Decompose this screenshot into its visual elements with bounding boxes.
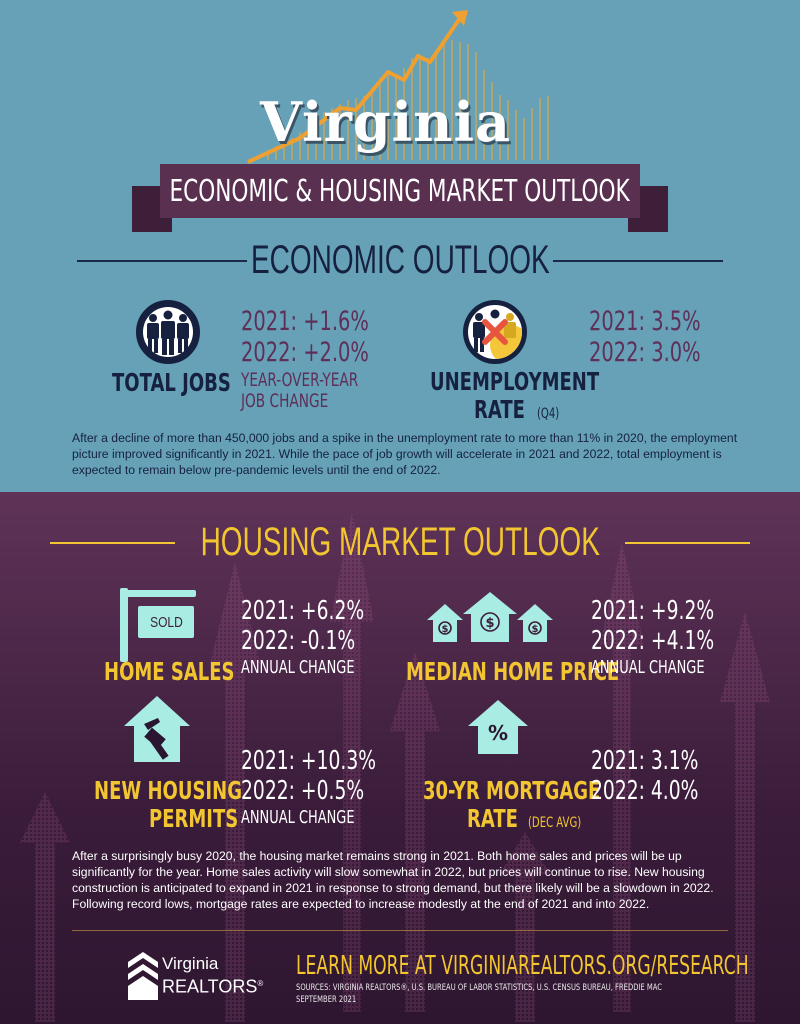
svg-text:$: $ bbox=[485, 616, 494, 631]
svg-text:$: $ bbox=[442, 624, 449, 635]
logo-line1: Virginia bbox=[162, 954, 219, 973]
permits-label: NEW HOUSING PERMITS bbox=[94, 776, 242, 833]
mortgage-label: 30-YR MORTGAGE RATE (DEC AVG) bbox=[423, 776, 601, 833]
total-jobs-label: TOTAL JOBS bbox=[112, 368, 231, 397]
house-hammer-icon bbox=[124, 696, 190, 762]
unemployed-person-x-icon bbox=[463, 300, 527, 364]
realtors-chevron-icon bbox=[128, 952, 158, 1000]
home-sales-label: HOME SALES bbox=[104, 657, 235, 686]
people-group-icon bbox=[136, 300, 200, 364]
divider bbox=[76, 259, 247, 262]
virginia-realtors-logo: Virginia REALTORS® bbox=[128, 950, 278, 1004]
permits-values: 2021: +10.3% 2022: +0.5% ANNUAL CHANGE bbox=[241, 746, 377, 829]
sold-sign-icon: SOLD bbox=[118, 588, 198, 662]
economic-paragraph: After a decline of more than 450,000 job… bbox=[72, 431, 738, 477]
unemployment-label: UNEMPLOYMENT RATE (Q4) bbox=[430, 367, 600, 424]
total-jobs-note: YEAR-OVER-YEAR JOB CHANGE bbox=[241, 369, 359, 412]
logo-line2: REALTORS bbox=[162, 976, 258, 997]
sold-text: SOLD bbox=[149, 613, 183, 631]
houses-dollar-icon: $ $ $ bbox=[427, 592, 553, 642]
house-percent-icon: % bbox=[468, 700, 528, 754]
economic-outlook-heading: ECONOMIC OUTLOOK bbox=[0, 238, 800, 283]
value-2021: 2021: +1.6% bbox=[241, 306, 369, 337]
housing-outlook-heading: HOUSING MARKET OUTLOOK bbox=[0, 520, 800, 565]
economic-section: Virginia ECONOMIC & HOUSING MARKET OUTLO… bbox=[0, 0, 800, 492]
section-title: ECONOMIC OUTLOOK bbox=[250, 238, 550, 282]
svg-text:%: % bbox=[488, 721, 508, 745]
median-price-values: 2021: +9.2% 2022: +4.1% ANNUAL CHANGE bbox=[591, 596, 715, 679]
learn-more-link[interactable]: LEARN MORE AT VIRGINIAREALTORS.ORG/RESEA… bbox=[296, 951, 749, 981]
subtitle-banner: ECONOMIC & HOUSING MARKET OUTLOOK bbox=[160, 164, 640, 218]
housing-paragraph: After a surprisingly busy 2020, the hous… bbox=[72, 849, 714, 911]
median-price-label: MEDIAN HOME PRICE bbox=[406, 657, 620, 686]
unemployment-values: 2021: 3.5% 2022: 3.0% bbox=[589, 306, 701, 368]
svg-text:$: $ bbox=[532, 624, 539, 635]
rising-chart-icon bbox=[247, 10, 549, 164]
sources-text: SOURCES: VIRGINIA REALTORS®, U.S. BUREAU… bbox=[296, 983, 663, 1005]
divider bbox=[625, 541, 751, 544]
footer-divider bbox=[72, 930, 728, 931]
housing-section: HOUSING MARKET OUTLOOK SOLD HOME SALES 2… bbox=[0, 492, 800, 1024]
arrow-pattern bbox=[20, 792, 70, 1022]
divider bbox=[553, 259, 724, 262]
section-title: HOUSING MARKET OUTLOOK bbox=[200, 520, 600, 564]
mortgage-values: 2021: 3.1% 2022: 4.0% bbox=[591, 746, 699, 806]
divider bbox=[49, 541, 175, 544]
total-jobs-values: 2021: +1.6% 2022: +2.0% bbox=[241, 306, 419, 368]
subtitle: ECONOMIC & HOUSING MARKET OUTLOOK bbox=[169, 173, 631, 209]
value-2022: 2022: +2.0% bbox=[241, 337, 369, 368]
home-sales-values: 2021: +6.2% 2022: -0.1% ANNUAL CHANGE bbox=[241, 596, 365, 679]
title-virginia: Virginia bbox=[260, 90, 511, 154]
